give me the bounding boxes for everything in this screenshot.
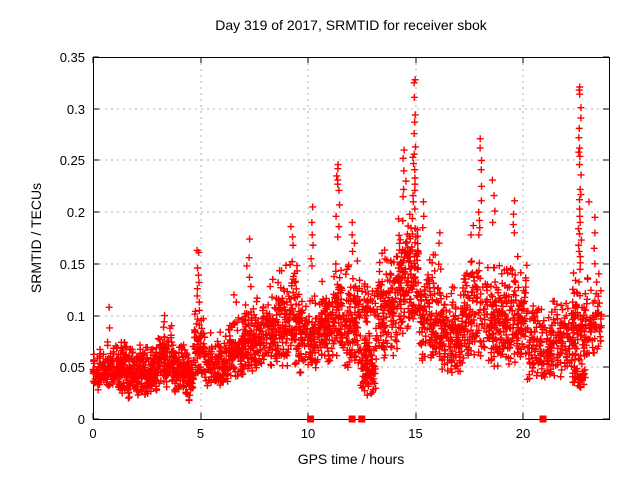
y-tick-label: 0.25 <box>59 153 85 169</box>
y-tick-label: 0.3 <box>66 101 85 117</box>
x-tick-label: 5 <box>196 426 205 441</box>
y-tick-label: 0 <box>77 412 85 427</box>
x-axis-label: GPS time / hours <box>297 451 405 467</box>
chart-title: Day 319 of 2017, SRMTID for receiver sbo… <box>215 17 487 33</box>
x-tick-label: 20 <box>515 426 531 441</box>
x-tick-label: 0 <box>89 426 97 441</box>
x-tick-label: 10 <box>300 426 316 441</box>
x-tick-label: 15 <box>408 426 423 441</box>
y-tick-label: 0.2 <box>66 205 85 221</box>
y-tick-label: 0.1 <box>66 308 85 324</box>
y-axis-label: SRMTID / TECUs <box>28 182 44 294</box>
y-tick-label: 0.35 <box>59 50 85 65</box>
y-tick-label: 0.05 <box>59 360 85 376</box>
y-tick-label: 0.15 <box>59 256 85 272</box>
